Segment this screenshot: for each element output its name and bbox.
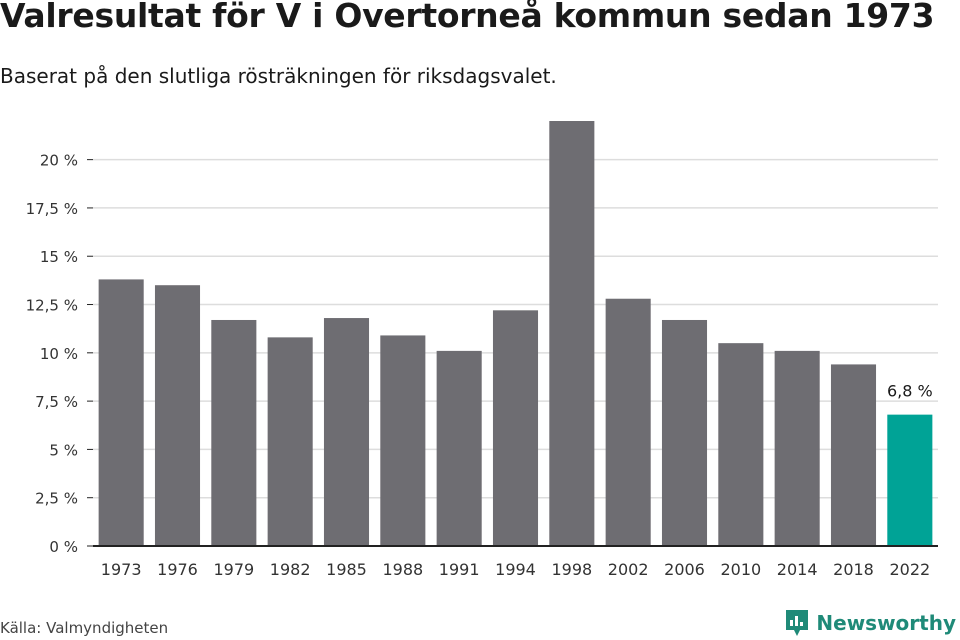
bar-1976 — [154, 285, 201, 546]
bars — [98, 121, 933, 546]
bar-chart: 0 % 2,5 % 5 % 7,5 % 10 % 12,5 % 15 % 17,5 % 20 %… — [26, 121, 938, 579]
y-tick-label: 10 % — [40, 345, 78, 363]
y-tick-label: 2,5 % — [35, 490, 78, 508]
data-label: 6,8 % — [887, 382, 933, 401]
x-tick-label: 1994 — [495, 560, 536, 579]
x-tick-label: 2006 — [664, 560, 705, 579]
x-tick-label: 1982 — [270, 560, 311, 579]
bar-1973 — [98, 279, 144, 546]
bar-2002 — [605, 298, 651, 546]
bar-1979 — [211, 319, 257, 546]
x-tick-label: 2022 — [889, 560, 930, 579]
x-tick-label: 1985 — [326, 560, 367, 579]
x-tick-label: 2010 — [720, 560, 761, 579]
bar-1991 — [436, 350, 482, 546]
y-tick-label: 12,5 % — [26, 297, 78, 315]
data-labels: 6,8 % — [887, 382, 933, 401]
x-tick-label: 1991 — [439, 560, 480, 579]
bar-1985 — [323, 318, 370, 546]
x-tick-label: 2018 — [833, 560, 874, 579]
y-tick-label: 20 % — [40, 152, 78, 170]
bar-2018 — [830, 364, 877, 546]
x-tick-label: 2014 — [777, 560, 818, 579]
x-tick-label: 1988 — [382, 560, 423, 579]
y-tick-label: 15 % — [40, 248, 78, 266]
bar-1994 — [492, 310, 539, 546]
y-tick-label: 7,5 % — [35, 393, 78, 411]
chart-title: Valresultat för V i Overtorneå kommun se… — [0, 0, 935, 35]
chart-subtitle: Baserat på den slutliga rösträkningen fö… — [0, 64, 557, 88]
bar-2022 — [887, 414, 933, 546]
y-tick-label: 5 % — [49, 441, 78, 459]
x-tick-label: 1976 — [157, 560, 198, 579]
brand-name: Newsworthy — [816, 611, 956, 635]
source-note: Källa: Valmyndigheten — [0, 619, 169, 637]
x-tick-label: 1979 — [213, 560, 254, 579]
bar-1982 — [267, 337, 313, 546]
newsworthy-logo-icon — [786, 610, 809, 636]
bar-1988 — [380, 335, 426, 546]
y-axis-ticks: 0 % 2,5 % 5 % 7,5 % 10 % 12,5 % 15 % 17,5 % 20 % — [26, 152, 93, 556]
bar-1998 — [549, 121, 595, 546]
y-tick-label: 17,5 % — [26, 200, 78, 218]
x-axis-ticks: 1973 1976 1979 1982 1985 1988 1991 1994 1998 2002… — [101, 560, 930, 579]
y-tick-label: 0 % — [49, 538, 78, 556]
x-tick-label: 1973 — [101, 560, 142, 579]
x-tick-label: 1998 — [551, 560, 592, 579]
bar-2014 — [774, 350, 820, 546]
brand: Newsworthy — [784, 608, 956, 638]
bar-2006 — [661, 319, 708, 546]
x-tick-label: 2002 — [608, 560, 649, 579]
bar-2010 — [718, 343, 764, 546]
